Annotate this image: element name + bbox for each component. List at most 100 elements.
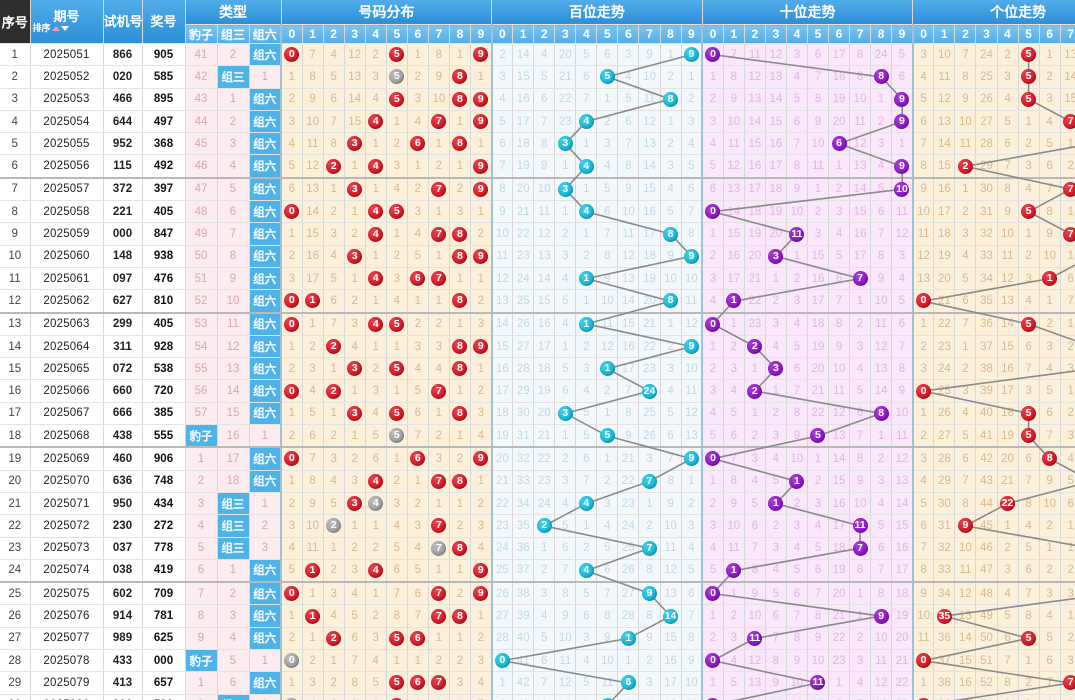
table-row[interactable]: 26 2025076 914 781 8 3 组六 1 1 4 5 2 8 7 7 8 1 27 39 4 9 6 8 28 8… bbox=[0, 604, 1075, 628]
table-row[interactable]: 3 2025053 466 895 43 1 组六 2 9 6 14 4 5 3 10 8 9 4 16 6 22 7 1 5… bbox=[0, 88, 1075, 111]
col-header-distribution-7[interactable]: 7 bbox=[428, 24, 450, 44]
table-row[interactable]: 29 2025079 413 657 1 6 组六 1 3 2 8 5 5 6 7 3 4 1 42 7 12 5 11 6 3… bbox=[0, 671, 1075, 695]
row-issue[interactable]: 2025069 bbox=[30, 447, 104, 471]
col-header-distribution-0[interactable]: 0 bbox=[280, 24, 303, 44]
table-row[interactable]: 22 2025072 230 272 4 组三 2 3 10 2 1 1 4 3 7 2 3 23 35 2 5 1 4 24… bbox=[0, 514, 1075, 538]
table-row[interactable]: 6 2025056 115 492 46 4 组六 5 12 2 1 4 3 1 2 1 9 7 19 9 1 4 4 8 14… bbox=[0, 154, 1075, 179]
table-row[interactable]: 16 2025066 660 720 56 14 组六 0 4 2 1 3 1 5 7 1 2 17 29 19 6 4 2… bbox=[0, 379, 1075, 403]
col-header-units-6[interactable]: 6 bbox=[1039, 24, 1061, 44]
col-header-distribution-6[interactable]: 6 bbox=[407, 24, 429, 44]
col-header-units-2[interactable]: 2 bbox=[954, 24, 977, 44]
col-header-distribution-4[interactable]: 4 bbox=[365, 24, 387, 44]
table-row[interactable]: 12 2025062 627 810 52 10 组六 0 1 6 2 1 4 1 1 8 2 13 25 15 5 1 1… bbox=[0, 289, 1075, 314]
table-row[interactable]: 1 2025051 866 905 41 2 组六 0 7 4 12 2 5 1 8 1 9 2 14 4 20 5 6 3 9… bbox=[0, 43, 1075, 67]
col-header-seq[interactable]: 序号 bbox=[0, 0, 31, 44]
row-issue[interactable]: 2025068 bbox=[30, 424, 104, 449]
col-header-distribution-5[interactable]: 5 bbox=[386, 24, 408, 44]
row-issue[interactable]: 2025078 bbox=[30, 649, 104, 673]
table-row[interactable]: 24 2025074 038 419 6 1 组六 5 1 2 3 4 6 5 1 1 9 25 37 2 7 4 6 26 8… bbox=[0, 559, 1075, 584]
row-issue[interactable]: 2025059 bbox=[30, 222, 104, 246]
col-header-distribution-9[interactable]: 9 bbox=[470, 24, 493, 44]
row-issue[interactable]: 2025056 bbox=[30, 154, 104, 179]
col-header-distribution-1[interactable]: 1 bbox=[302, 24, 324, 44]
col-header-distribution-2[interactable]: 2 bbox=[323, 24, 345, 44]
col-header-test[interactable]: 试机号 bbox=[103, 0, 143, 44]
row-issue[interactable]: 2025055 bbox=[30, 132, 104, 156]
table-row[interactable]: 25 2025075 602 709 7 2 组六 0 1 3 4 1 7 6 7 2 9 26 38 3 8 5 7 27 9… bbox=[0, 582, 1075, 606]
table-row[interactable]: 28 2025078 433 000 豹子 5 1 0 2 1 7 4 1 1 2 2 3 0 41 6 11 4 10 1 2… bbox=[0, 649, 1075, 673]
col-header-units-7[interactable]: 7 bbox=[1060, 24, 1075, 44]
row-issue[interactable]: 2025079 bbox=[30, 671, 104, 695]
table-row[interactable]: 23 2025073 037 778 5 组三 3 4 11 1 2 2 5 4 7 8 4 24 36 1 6 2 5 25… bbox=[0, 537, 1075, 560]
row-issue[interactable]: 2025077 bbox=[30, 627, 104, 651]
col-header-hundreds-9[interactable]: 9 bbox=[681, 24, 703, 44]
table-row[interactable]: 2 2025052 020 585 42 组三 1 1 8 5 13 3 5 2 9 8 1 3 15 5 21 6 5 4 1… bbox=[0, 65, 1075, 89]
sort-asc-icon[interactable] bbox=[51, 25, 60, 31]
col-header-hundreds-5[interactable]: 5 bbox=[596, 24, 619, 44]
col-header-tens-8[interactable]: 8 bbox=[870, 24, 893, 44]
table-row[interactable]: 17 2025067 666 385 57 15 组六 1 5 1 3 4 5 6 1 8 3 18 30 20 3 5 1… bbox=[0, 402, 1075, 426]
row-issue[interactable]: 2025065 bbox=[30, 357, 104, 381]
table-row[interactable]: 4 2025054 644 497 44 2 组六 3 10 7 15 4 1 4 7 1 9 5 17 7 23 4 2 6… bbox=[0, 110, 1075, 134]
col-header-tens-4[interactable]: 4 bbox=[786, 24, 808, 44]
row-issue[interactable]: 2025060 bbox=[30, 245, 104, 268]
col-header-units-4[interactable]: 4 bbox=[997, 24, 1019, 44]
row-issue[interactable]: 2025057 bbox=[30, 177, 104, 202]
col-header-units-0[interactable]: 0 bbox=[911, 24, 935, 44]
col-header-hundreds-3[interactable]: 3 bbox=[554, 24, 577, 44]
col-header-tens-0[interactable]: 0 bbox=[701, 24, 724, 44]
row-issue[interactable]: 2025054 bbox=[30, 110, 104, 134]
table-row[interactable]: 19 2025069 460 906 1 17 组六 0 7 3 2 6 1 6 3 2 9 20 32 22 2 6 1 2… bbox=[0, 447, 1075, 471]
row-issue[interactable]: 2025075 bbox=[30, 582, 104, 606]
table-row[interactable]: 20 2025070 636 748 2 18 组六 1 8 4 3 4 2 1 7 8 1 21 33 23 3 7 2 2… bbox=[0, 470, 1075, 493]
col-header-units-5[interactable]: 5 bbox=[1018, 24, 1040, 44]
col-header-type-baozi[interactable]: 豹子 bbox=[185, 24, 218, 44]
row-issue[interactable]: 2025080 bbox=[30, 694, 104, 700]
col-header-tens-9[interactable]: 9 bbox=[891, 24, 914, 44]
row-issue[interactable]: 2025074 bbox=[30, 559, 104, 584]
sort-desc-icon[interactable] bbox=[60, 25, 69, 31]
row-issue[interactable]: 2025066 bbox=[30, 379, 104, 403]
col-header-hundreds-7[interactable]: 7 bbox=[638, 24, 661, 44]
table-row[interactable]: 14 2025064 311 928 54 12 组六 1 2 2 4 1 1 3 3 8 9 15 27 17 1 2 1… bbox=[0, 335, 1075, 359]
col-header-prize[interactable]: 奖号 bbox=[142, 0, 186, 44]
row-issue[interactable]: 2025071 bbox=[30, 492, 104, 516]
col-header-tens-6[interactable]: 6 bbox=[828, 24, 851, 44]
col-header-tens-3[interactable]: 3 bbox=[765, 24, 787, 44]
col-header-issue[interactable]: 期号 排序 bbox=[30, 0, 104, 44]
table-row[interactable]: 9 2025059 000 847 49 7 组六 1 15 3 2 4 1 4 7 8 2 10 22 12 2 1 7 1… bbox=[0, 222, 1075, 246]
table-row[interactable]: 7 2025057 372 397 47 5 组六 6 13 1 3 1 4 2 7 2 9 8 20 10 3 1 5 9 1… bbox=[0, 177, 1075, 202]
row-issue[interactable]: 2025067 bbox=[30, 402, 104, 426]
table-row[interactable]: 11 2025061 097 476 51 9 组六 3 17 5 1 4 3 6 7 1 1 12 24 14 4 1 9… bbox=[0, 267, 1075, 291]
row-issue[interactable]: 2025070 bbox=[30, 470, 104, 493]
col-header-tens-7[interactable]: 7 bbox=[849, 24, 872, 44]
col-header-tens-5[interactable]: 5 bbox=[807, 24, 830, 44]
col-header-units-1[interactable]: 1 bbox=[933, 24, 956, 44]
row-issue[interactable]: 2025061 bbox=[30, 267, 104, 291]
table-row[interactable]: 18 2025068 438 555 豹子 16 1 2 6 2 1 5 5 7 2 1 4 19 31 21 1 5 5 9… bbox=[0, 424, 1075, 449]
col-header-tens-1[interactable]: 1 bbox=[723, 24, 745, 44]
row-issue[interactable]: 2025053 bbox=[30, 88, 104, 111]
row-issue[interactable]: 2025073 bbox=[30, 537, 104, 560]
row-issue[interactable]: 2025063 bbox=[30, 312, 104, 336]
table-row[interactable]: 3020250809225002组三1043965114524381365141… bbox=[0, 694, 1075, 700]
col-header-distribution-3[interactable]: 3 bbox=[344, 24, 366, 44]
table-row[interactable]: 10 2025060 148 938 50 8 组六 2 16 4 3 1 2 5 1 8 9 11 23 13 3 2 8… bbox=[0, 245, 1075, 268]
row-issue[interactable]: 2025072 bbox=[30, 514, 104, 538]
table-row[interactable]: 8 2025058 221 405 48 6 组六 0 14 2 1 4 5 3 1 3 1 9 21 11 1 4 6 10… bbox=[0, 200, 1075, 224]
row-issue[interactable]: 2025076 bbox=[30, 604, 104, 628]
col-header-hundreds-6[interactable]: 6 bbox=[617, 24, 640, 44]
table-row[interactable]: 15 2025065 072 538 55 13 组六 2 3 1 3 2 5 4 4 8 1 16 28 18 5 3 1… bbox=[0, 357, 1075, 381]
col-header-type-zusan[interactable]: 组三 bbox=[217, 24, 250, 44]
col-header-type-zuliu[interactable]: 组六 bbox=[249, 24, 282, 44]
table-row[interactable]: 5 2025055 952 368 45 3 组六 4 11 8 3 1 2 6 1 8 1 6 18 8 3 1 3 7 13… bbox=[0, 132, 1075, 156]
row-issue[interactable]: 2025051 bbox=[30, 43, 104, 67]
col-header-tens-2[interactable]: 2 bbox=[744, 24, 766, 44]
table-row[interactable]: 27 2025077 989 625 9 4 组六 2 1 2 6 3 5 6 1 1 2 28 40 5 10 3 9 1 9… bbox=[0, 627, 1075, 651]
col-header-units-3[interactable]: 3 bbox=[975, 24, 998, 44]
sort-control[interactable]: 排序 bbox=[33, 23, 103, 33]
table-row[interactable]: 13 2025063 299 405 53 11 组六 0 1 7 3 4 5 2 2 1 3 14 26 16 4 1 1… bbox=[0, 312, 1075, 336]
row-issue[interactable]: 2025052 bbox=[30, 65, 104, 89]
col-header-hundreds-0[interactable]: 0 bbox=[490, 24, 514, 44]
row-issue[interactable]: 2025064 bbox=[30, 335, 104, 359]
